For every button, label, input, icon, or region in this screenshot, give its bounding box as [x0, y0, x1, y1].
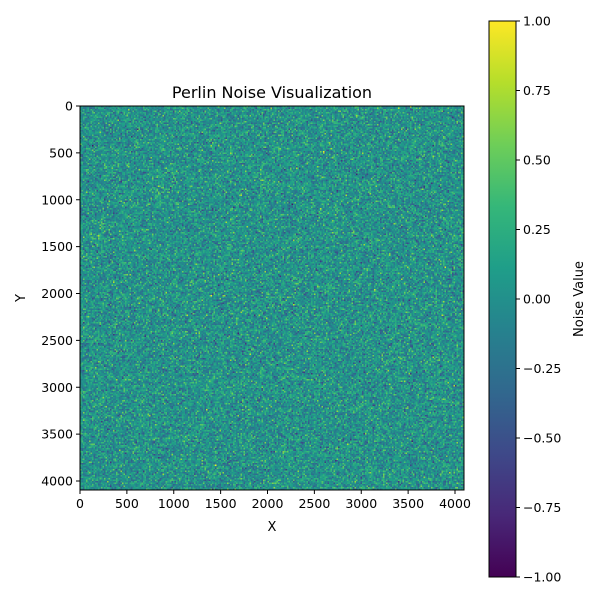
colorbar-tick-label: 0.25 — [523, 222, 551, 237]
y-tick-label: 3000 — [41, 380, 73, 395]
x-tick-label: 3000 — [345, 496, 377, 511]
x-tick-label: 0 — [76, 496, 84, 511]
colorbar-tick-label: −0.25 — [523, 361, 561, 376]
x-tick-label: 2000 — [252, 496, 284, 511]
y-axis-label: Y — [14, 294, 29, 303]
x-tick-label: 500 — [115, 496, 139, 511]
y-tick-label: 2000 — [41, 286, 73, 301]
y-tick-label: 500 — [49, 145, 73, 160]
x-tick-label: 1000 — [158, 496, 190, 511]
colorbar-tick-label: 0.00 — [523, 292, 551, 307]
colorbar — [488, 20, 517, 578]
y-tick-label: 0 — [65, 99, 73, 114]
colorbar-tick-label: 0.50 — [523, 153, 551, 168]
x-tick-label: 3500 — [392, 496, 424, 511]
colorbar-tick-label: −0.75 — [523, 500, 561, 515]
y-tick-label: 4000 — [41, 474, 73, 489]
y-tick-label: 3500 — [41, 427, 73, 442]
x-tick-label: 1500 — [205, 496, 237, 511]
x-axis-ticks: 0 500 1000 1500 2000 2500 3000 3500 4000 — [76, 490, 471, 511]
y-tick-label: 1500 — [41, 239, 73, 254]
chart-title: Perlin Noise Visualization — [172, 83, 372, 102]
noise-heatmap — [80, 106, 464, 490]
colorbar-tick-label: −1.00 — [523, 570, 561, 585]
colorbar-label: Noise Value — [572, 261, 587, 337]
plot-frame — [79, 105, 465, 491]
y-tick-label: 1000 — [41, 192, 73, 207]
colorbar-ticks: −1.00 −0.75 −0.50 −0.25 0.00 0.25 0.50 0.75 1.00 — [516, 14, 561, 585]
colorbar-tick-label: −0.50 — [523, 431, 561, 446]
y-axis-ticks: 0 500 1000 1500 2000 2500 3000 3500 4000 — [41, 99, 80, 489]
x-axis-label: X — [268, 520, 277, 535]
y-tick-label: 2500 — [41, 333, 73, 348]
x-tick-label: 2500 — [298, 496, 330, 511]
x-tick-label: 4000 — [439, 496, 471, 511]
colorbar-tick-label: 0.75 — [523, 83, 551, 98]
colorbar-tick-label: 1.00 — [523, 14, 551, 29]
